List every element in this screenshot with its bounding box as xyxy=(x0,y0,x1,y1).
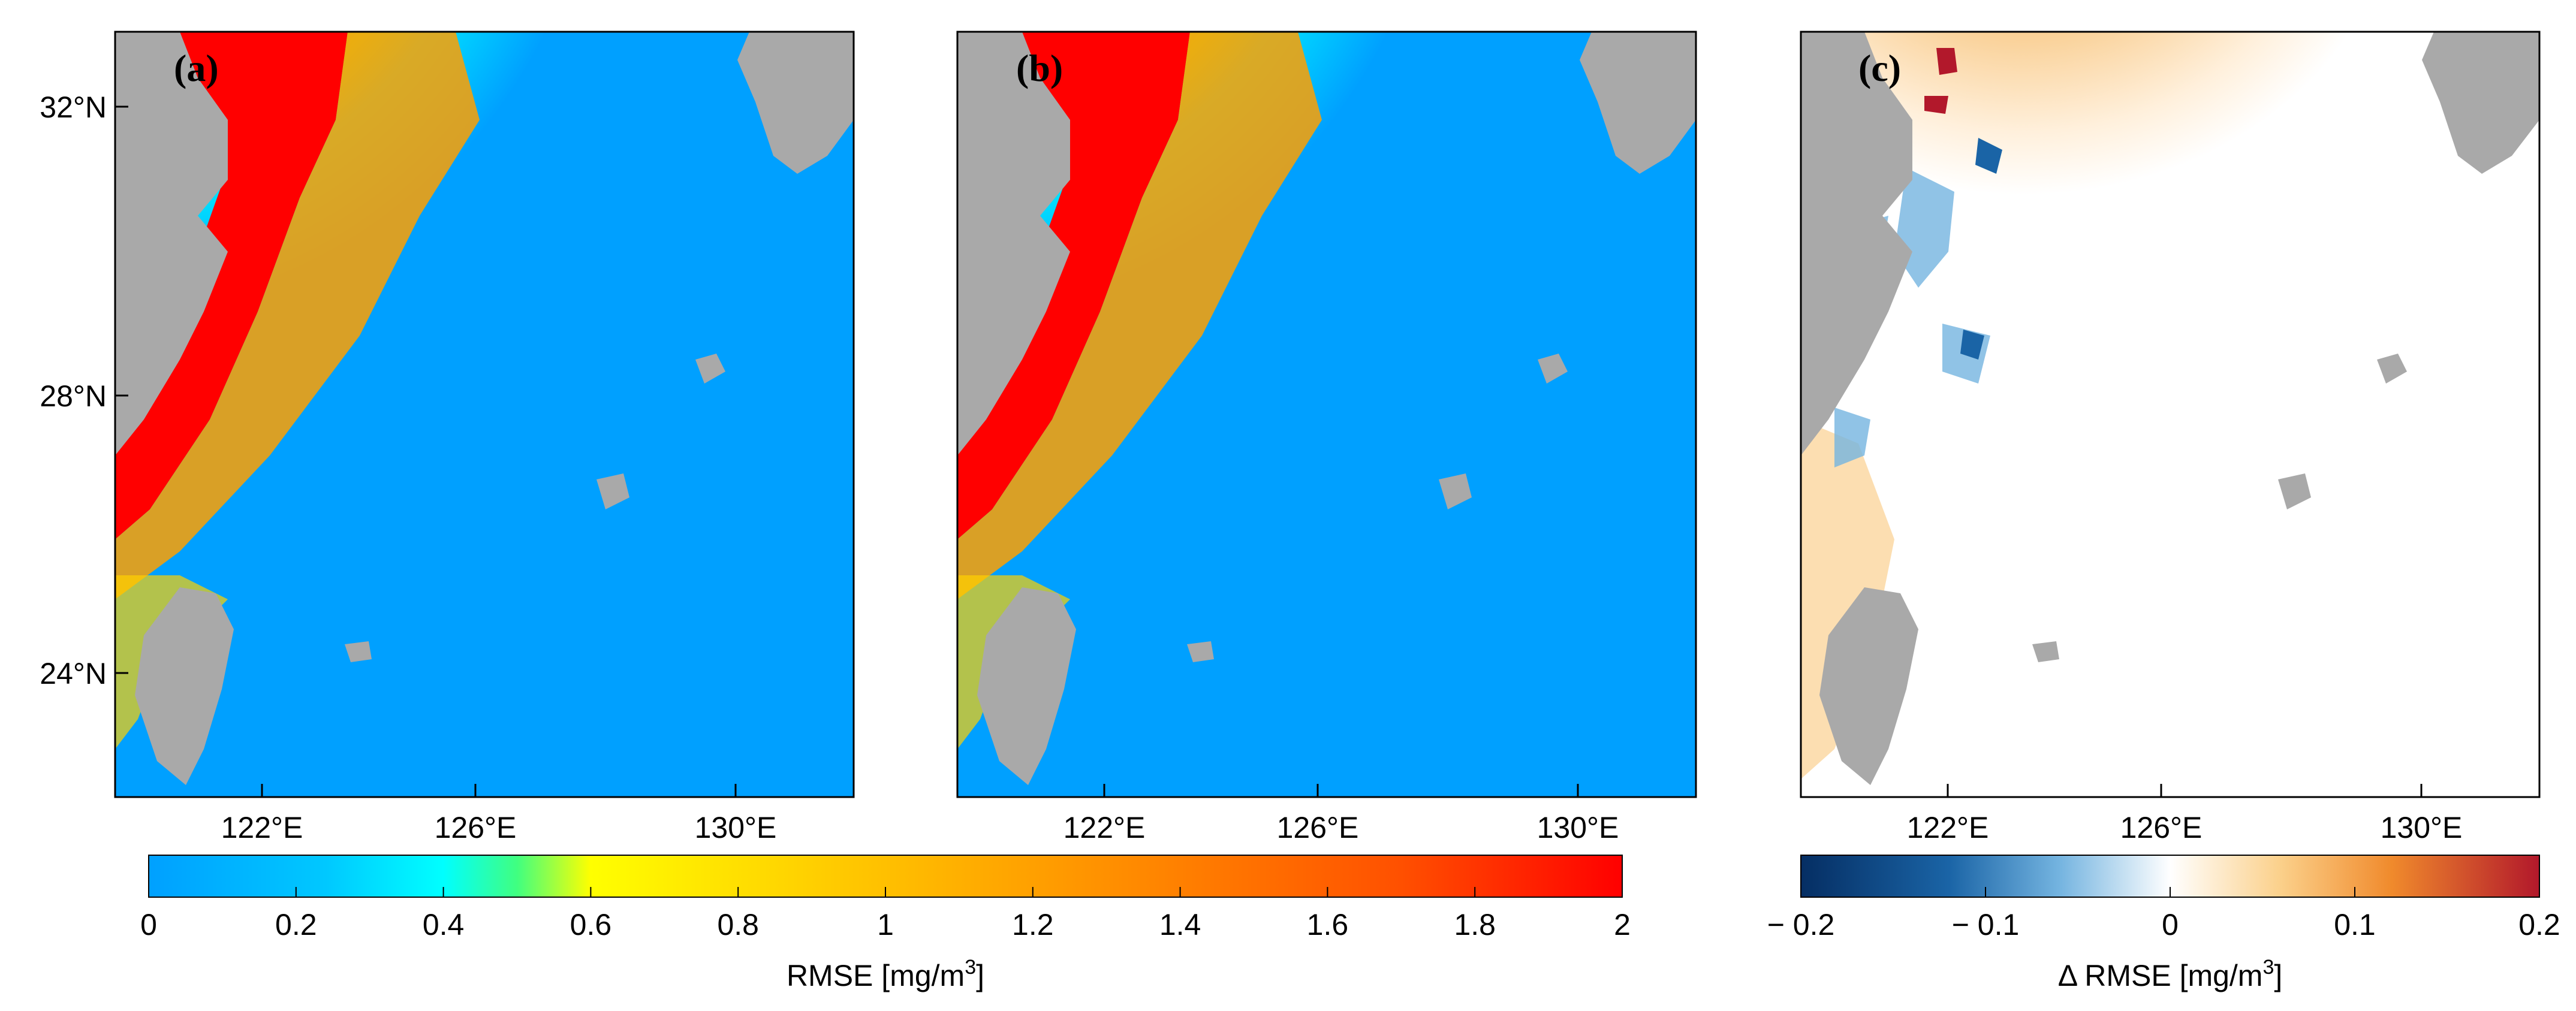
colorbar-rmse-tick-label: 0.2 xyxy=(275,908,317,941)
colorbar-rmse-tick-label: 1.4 xyxy=(1159,908,1201,941)
lon-tick-label-b-122: 122°E xyxy=(1063,811,1146,844)
delta-dark-cool-c xyxy=(1960,138,2002,360)
lon-tick-label-a-122: 122°E xyxy=(221,811,303,844)
lon-axis-b: 122°E 126°E 130°E xyxy=(1063,784,1619,844)
colorbar-delta-title: Δ RMSE [mg/m3] xyxy=(2058,956,2283,992)
map-panel-a: (a) xyxy=(114,31,855,798)
land-china-b xyxy=(957,32,1070,455)
panel-label-c: (c) xyxy=(1858,47,1901,89)
lon-axis-a: 122°E 126°E 130°E xyxy=(221,784,777,844)
lat-axis-a: 32°N 28°N 24°N xyxy=(40,90,128,690)
lon-tick-label-c-126: 126°E xyxy=(2120,811,2203,844)
lon-tick-label-a-130: 130°E xyxy=(695,811,777,844)
map-frame-c xyxy=(1800,31,2541,798)
colorbar-rmse-tick-label: 1.2 xyxy=(1012,908,1054,941)
colorbar-delta-ticks: − 0.2 − 0.1 0 0.1 0.2 xyxy=(1767,887,2560,941)
colorbar-rmse-ticks: 0 0.2 0.4 0.6 0.8 1 1.2 1.4 1.6 1.8 2 xyxy=(140,887,1631,941)
colorbar-rmse-title-end: ] xyxy=(976,959,984,992)
lon-tick-label-c-130: 130°E xyxy=(2381,811,2463,844)
mid-rmse-band-a xyxy=(115,32,480,599)
lon-tick-label-b-126: 126°E xyxy=(1277,811,1359,844)
colorbar-rmse-tick-label: 0.6 xyxy=(570,908,612,941)
colorbar-rmse-tick-label: 1.6 xyxy=(1307,908,1349,941)
lat-tick-label-24: 24°N xyxy=(40,657,107,690)
delta-dark-warm-c xyxy=(1924,48,1957,114)
colorbar-delta-title-sup: 3 xyxy=(2262,956,2274,979)
high-rmse-band-b xyxy=(957,32,1190,539)
colorbar-delta-title-text: Δ RMSE [mg/m xyxy=(2058,959,2263,992)
high-rmse-band-a xyxy=(115,32,348,539)
map-frame-b xyxy=(956,31,1697,798)
colorbar-delta-tick-label: − 0.1 xyxy=(1952,908,2020,941)
panel-label-b: (b) xyxy=(1016,47,1063,89)
lat-tick-label-28: 28°N xyxy=(40,379,107,413)
lon-axis-c: 122°E 126°E 130°E xyxy=(1907,784,2463,844)
colorbar-rmse-title-text: RMSE [mg/m xyxy=(787,959,965,992)
mid-rmse-band-b xyxy=(957,32,1322,599)
colorbar-rmse-tick-label: 0.8 xyxy=(717,908,759,941)
colorbar-rmse: 0 0.2 0.4 0.6 0.8 1 1.2 1.4 1.6 1.8 2 RMSE [mg/m3] xyxy=(140,855,1631,992)
colorbar-rmse-title-sup: 3 xyxy=(965,956,976,979)
colorbar-delta: − 0.2 − 0.1 0 0.1 0.2 Δ RMSE [mg/m3] xyxy=(1767,855,2560,992)
land-taiwan-c xyxy=(1819,587,1918,785)
lat-tick-label-32: 32°N xyxy=(40,90,107,124)
colorbar-rmse-tick-label: 1 xyxy=(877,908,894,941)
colorbar-delta-tick-label: 0.1 xyxy=(2334,908,2376,941)
lon-tick-label-a-126: 126°E xyxy=(435,811,517,844)
land-china-a xyxy=(115,32,228,455)
colorbar-rmse-tick-label: 1.8 xyxy=(1454,908,1496,941)
colorbar-rmse-tick-label: 2 xyxy=(1614,908,1631,941)
panel-label-a: (a) xyxy=(174,47,219,89)
colorbar-delta-tick-label: − 0.2 xyxy=(1767,908,1835,941)
map-panel-b: (b) xyxy=(956,31,1697,798)
colorbar-rmse-tick-label: 0.4 xyxy=(423,908,465,941)
land-china-c xyxy=(1801,32,1912,455)
colorbar-rmse-title: RMSE [mg/m3] xyxy=(787,956,984,992)
map-frame-a xyxy=(114,31,855,798)
colorbar-delta-title-end: ] xyxy=(2274,959,2282,992)
lon-tick-label-b-130: 130°E xyxy=(1537,811,1619,844)
land-japan-c xyxy=(2422,32,2539,174)
land-japan-a xyxy=(737,32,854,174)
land-taiwan-a xyxy=(135,587,234,785)
colorbar-delta-tick-label: 0 xyxy=(2162,908,2179,941)
land-japan-b xyxy=(1580,32,1696,174)
colorbar-delta-tick-label: 0.2 xyxy=(2518,908,2560,941)
colorbar-rmse-tick-label: 0 xyxy=(140,908,157,941)
map-panel-c: (c) xyxy=(1800,31,2541,798)
land-taiwan-b xyxy=(977,587,1076,785)
lon-tick-label-c-122: 122°E xyxy=(1907,811,1989,844)
